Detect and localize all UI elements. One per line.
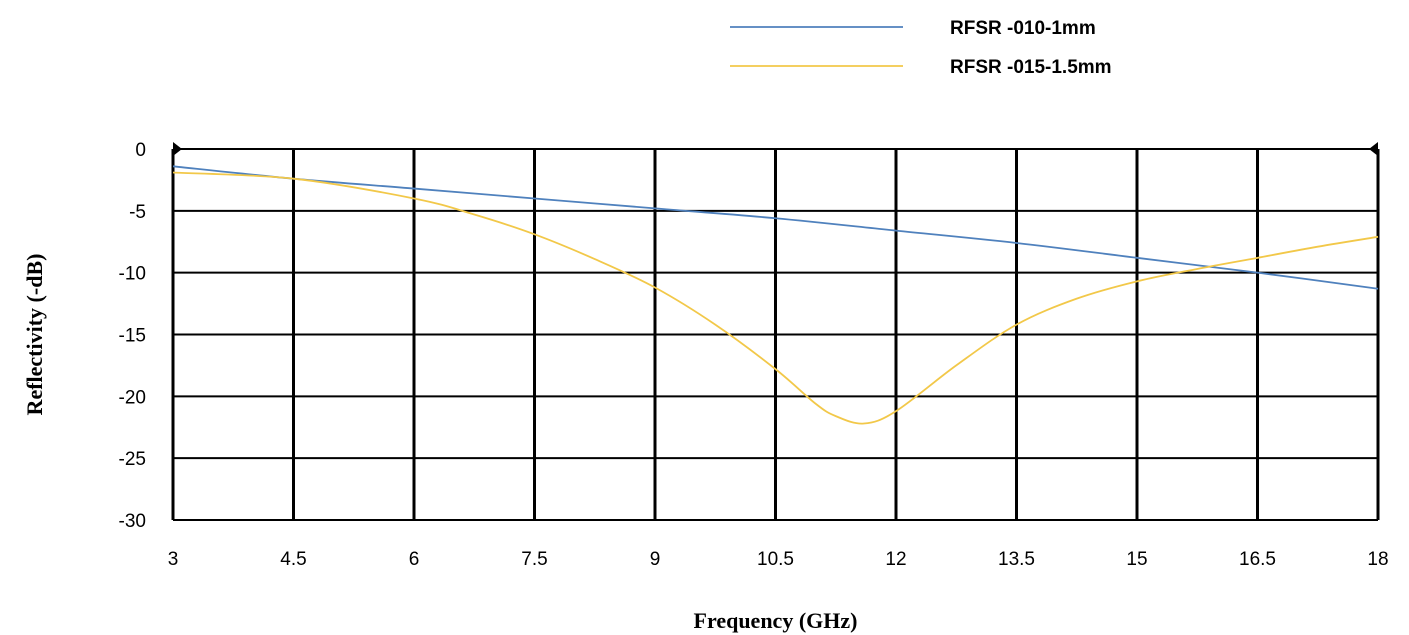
x-tick-label: 10.5 (757, 549, 794, 570)
legend: RFSR -010-1mm RFSR -015-1.5mm (730, 18, 1112, 78)
x-tick-label: 4.5 (280, 549, 306, 570)
y-tick-label: -15 (119, 326, 146, 347)
y-axis-title: Reflectivity (-dB) (22, 254, 47, 416)
x-tick-label: 12 (885, 549, 906, 570)
x-tick-labels: 3 4.5 6 7.5 9 10.5 12 13.5 15 16.5 18 (168, 549, 1389, 570)
x-tick-label: 7.5 (521, 549, 547, 570)
legend-label-2: RFSR -015-1.5mm (950, 57, 1112, 78)
y-tick-label: -30 (119, 511, 146, 532)
x-axis-title: Frequency (GHz) (694, 608, 858, 633)
axis-arrow-left (173, 142, 182, 156)
x-tick-label: 16.5 (1239, 549, 1276, 570)
series-line-2 (172, 171, 1379, 425)
x-tick-label: 15 (1126, 549, 1147, 570)
y-tick-label: -25 (119, 449, 146, 470)
y-tick-label: 0 (135, 140, 146, 161)
y-tick-label: -20 (119, 387, 146, 408)
series-lines (172, 165, 1379, 425)
y-tick-label: -5 (129, 202, 146, 223)
x-tick-label: 3 (168, 549, 179, 570)
x-tick-label: 13.5 (998, 549, 1035, 570)
legend-label-1: RFSR -010-1mm (950, 18, 1096, 39)
x-tick-label: 18 (1367, 549, 1388, 570)
series-line-1 (172, 165, 1379, 290)
axis-arrow-right (1369, 142, 1378, 156)
x-tick-label: 9 (650, 549, 661, 570)
grid-lines (171, 142, 1380, 521)
y-tick-label: -10 (119, 264, 146, 285)
y-tick-labels: 0 -5 -10 -15 -20 -25 -30 (119, 140, 146, 532)
x-tick-label: 6 (409, 549, 420, 570)
